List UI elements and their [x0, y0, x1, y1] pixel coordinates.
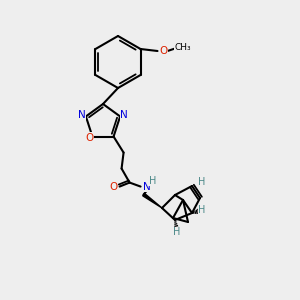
Text: N: N	[78, 110, 86, 120]
Text: N: N	[143, 182, 151, 192]
Text: O: O	[110, 182, 118, 192]
Polygon shape	[143, 194, 162, 208]
Text: CH₃: CH₃	[174, 43, 191, 52]
Text: H: H	[173, 227, 181, 237]
Text: H: H	[198, 177, 206, 187]
Text: O: O	[85, 133, 94, 142]
Text: H: H	[198, 205, 206, 215]
Text: O: O	[159, 46, 168, 56]
Text: H: H	[149, 176, 156, 186]
Text: N: N	[120, 110, 128, 120]
